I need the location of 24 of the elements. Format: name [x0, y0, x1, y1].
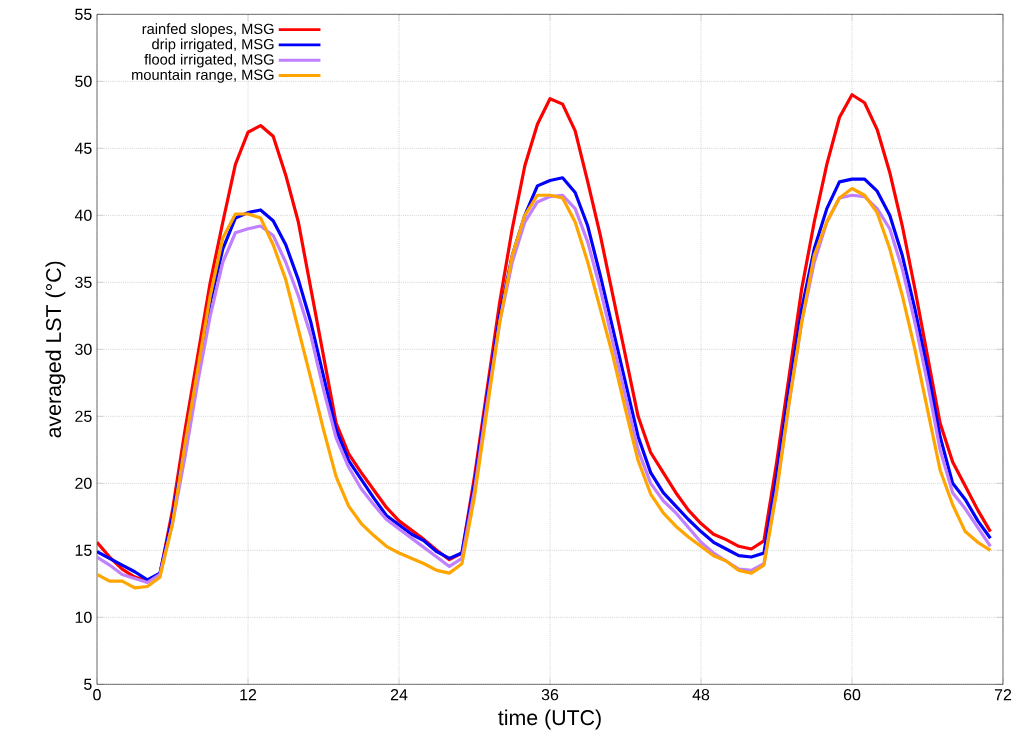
y-tick-label: 35: [75, 276, 92, 288]
y-tick-label: 50: [75, 75, 92, 87]
legend-label: flood irrigated, MSG: [144, 53, 274, 68]
x-axis-title: time (UTC): [498, 709, 601, 730]
y-tick-label: 30: [75, 343, 92, 355]
y-tick-label: 25: [75, 410, 92, 422]
x-tick-label: 60: [843, 688, 861, 701]
x-tick-label: 12: [240, 688, 257, 701]
x-tick-label: 48: [692, 688, 710, 701]
y-tick-label: 20: [75, 477, 92, 489]
y-tick-label: 10: [75, 611, 92, 623]
legend-label: rainfed slopes, MSG: [142, 23, 274, 37]
y-axis-title: averaged LST (°C): [45, 261, 66, 438]
legend-label: mountain range, MSG: [132, 69, 274, 83]
x-tick-label: 72: [994, 688, 1012, 701]
y-tick-label: 40: [74, 209, 92, 221]
y-tick-label: 15: [75, 544, 92, 556]
y-tick-label: 45: [74, 142, 92, 154]
x-tick-label: 0: [93, 688, 101, 701]
legend-label: drip irrigated, MSG: [152, 38, 274, 53]
y-tick-label: 5: [84, 678, 92, 690]
x-tick-label: 24: [390, 688, 408, 701]
x-tick-label: 36: [541, 688, 559, 701]
y-tick-label: 55: [75, 8, 92, 20]
